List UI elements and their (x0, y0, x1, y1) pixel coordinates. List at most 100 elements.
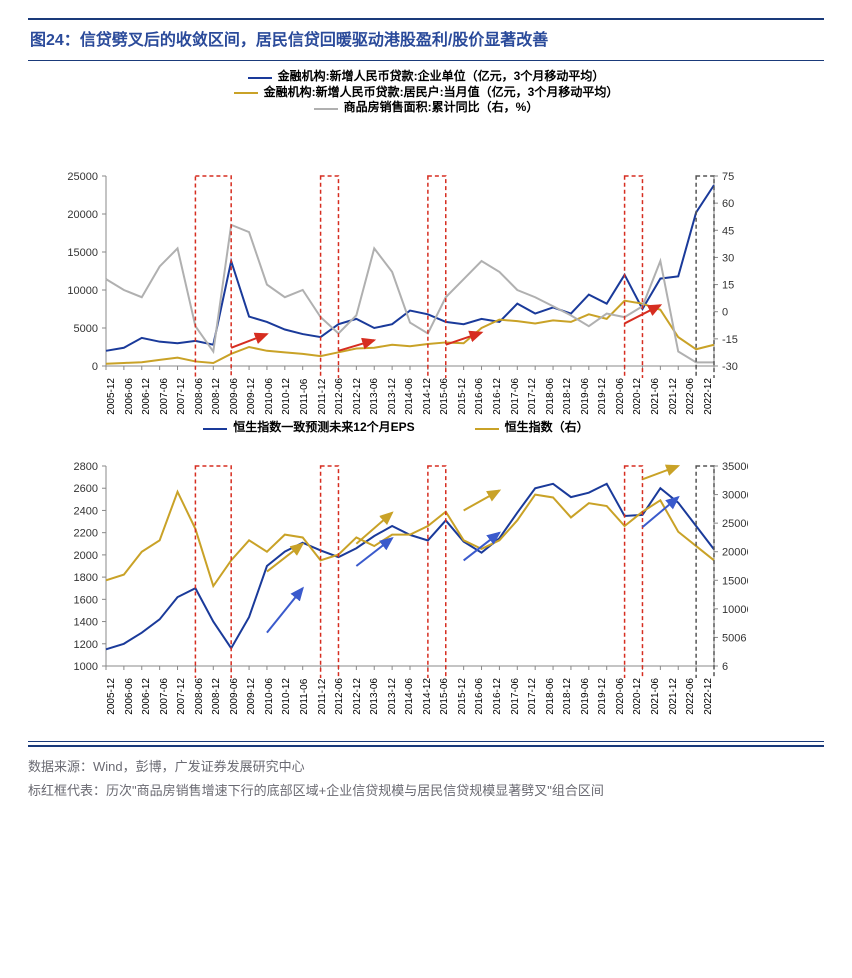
x-tick-label: 2012-12 (352, 378, 363, 415)
x-tick-label: 2014-06 (404, 678, 415, 715)
svg-text:-15: -15 (722, 334, 738, 346)
x-tick-label: 2009-12 (246, 378, 257, 415)
svg-text:25006: 25006 (722, 518, 748, 530)
legend-swatch (203, 420, 227, 436)
x-tick-label: 2018-06 (545, 378, 556, 415)
x-tick-label: 2022-06 (685, 378, 696, 415)
x-tick-label: 2017-06 (510, 378, 521, 415)
x-tick-label: 2018-12 (562, 378, 573, 415)
legend-label: 恒生指数（右） (505, 420, 589, 436)
x-tick-label: 2021-06 (650, 378, 661, 415)
svg-text:0: 0 (722, 306, 728, 318)
chart-title: 图24：信贷劈叉后的收敛区间，居民信贷回暖驱动港股盈利/股价显著改善 (28, 20, 824, 60)
legend-item: 恒生指数一致预测未来12个月EPS (203, 420, 414, 436)
x-tick-label: 2016-12 (492, 378, 503, 415)
x-tick-label: 2010-12 (281, 678, 292, 715)
source-label: 数据来源： (28, 759, 93, 774)
x-tick-label: 2005-12 (106, 378, 117, 415)
title-prefix: 图24： (30, 32, 80, 49)
svg-text:10006: 10006 (722, 604, 748, 616)
svg-text:2600: 2600 (74, 483, 98, 495)
bottom-chart-legend: 恒生指数一致预测未来12个月EPS 恒生指数（右） (28, 420, 824, 436)
legend-label: 金融机构:新增人民币贷款:居民户:当月值（亿元，3个月移动平均） (264, 85, 619, 101)
x-tick-label: 2014-12 (422, 378, 433, 415)
svg-text:5000: 5000 (74, 323, 98, 335)
top-chart-xaxis: 2005-122006-062006-122007-062007-122008-… (106, 378, 714, 415)
x-tick-label: 2010-12 (281, 378, 292, 415)
x-tick-label: 2022-12 (703, 378, 714, 415)
x-tick-label: 2006-06 (124, 678, 135, 715)
x-tick-label: 2021-12 (668, 378, 679, 415)
x-tick-label: 2012-12 (352, 678, 363, 715)
x-tick-label: 2008-06 (194, 678, 205, 715)
x-tick-label: 2007-06 (159, 378, 170, 415)
x-tick-label: 2016-12 (492, 678, 503, 715)
svg-text:25000: 25000 (67, 171, 98, 183)
svg-text:35006: 35006 (722, 461, 748, 473)
note-text: 历次"商品房销售增速下行的底部区域+企业信贷规模与居民信贷规模显著劈叉"组合区间 (106, 783, 604, 798)
x-tick-label: 2008-06 (194, 378, 205, 415)
x-tick-label: 2017-06 (510, 678, 521, 715)
svg-text:45: 45 (722, 225, 734, 237)
x-tick-label: 2016-06 (474, 378, 485, 415)
legend-item: 金融机构:新增人民币贷款:企业单位（亿元，3个月移动平均） (248, 69, 605, 85)
svg-text:0: 0 (92, 361, 98, 373)
x-tick-label: 2011-12 (317, 378, 328, 415)
x-tick-label: 2015-06 (439, 378, 450, 415)
svg-text:10000: 10000 (67, 285, 98, 297)
x-tick-label: 2013-06 (369, 678, 380, 715)
x-tick-label: 2008-12 (211, 678, 222, 715)
title-text: 信贷劈叉后的收敛区间，居民信贷回暖驱动港股盈利/股价显著改善 (80, 32, 548, 49)
svg-text:-30: -30 (722, 361, 738, 373)
legend-label: 商品房销售面积:累计同比（右，%） (344, 100, 539, 116)
x-tick-label: 2010-06 (264, 678, 275, 715)
x-tick-label: 2018-12 (562, 678, 573, 715)
svg-text:20006: 20006 (722, 547, 748, 559)
x-tick-label: 2013-12 (387, 378, 398, 415)
legend-label: 金融机构:新增人民币贷款:企业单位（亿元，3个月移动平均） (278, 69, 605, 85)
x-tick-label: 2010-06 (264, 378, 275, 415)
legend-swatch (234, 85, 258, 101)
x-tick-label: 2014-06 (404, 378, 415, 415)
footer-notes: 数据来源：Wind，彭博，广发证券发展研究中心 标红框代表：历次"商品房销售增速… (28, 747, 824, 804)
legend-swatch (314, 100, 338, 116)
x-tick-label: 2006-12 (141, 378, 152, 415)
svg-text:60: 60 (722, 198, 734, 210)
x-tick-label: 2008-12 (211, 378, 222, 415)
x-tick-label: 2020-06 (615, 678, 626, 715)
x-tick-label: 2006-06 (124, 378, 135, 415)
bottom-chart-xaxis: 2005-122006-062006-122007-062007-122008-… (106, 678, 714, 715)
x-tick-label: 2007-06 (159, 678, 170, 715)
x-tick-label: 2017-12 (527, 678, 538, 715)
x-tick-label: 2021-06 (650, 678, 661, 715)
x-tick-label: 2011-06 (299, 678, 310, 715)
legend-item: 金融机构:新增人民币贷款:居民户:当月值（亿元，3个月移动平均） (234, 85, 619, 101)
x-tick-label: 2009-12 (246, 678, 257, 715)
x-tick-label: 2009-06 (229, 678, 240, 715)
x-tick-label: 2019-06 (580, 678, 591, 715)
svg-text:30006: 30006 (722, 490, 748, 502)
svg-text:1200: 1200 (74, 639, 98, 651)
legend-swatch (248, 69, 272, 85)
x-tick-label: 2015-06 (439, 678, 450, 715)
bottom-chart: 恒生指数一致预测未来12个月EPS 恒生指数（右） 1000 1200 1400 16… (28, 420, 824, 714)
svg-text:5006: 5006 (722, 633, 746, 645)
x-tick-label: 2017-12 (527, 378, 538, 415)
svg-text:15000: 15000 (67, 247, 98, 259)
top-chart-legend: 金融机构:新增人民币贷款:企业单位（亿元，3个月移动平均） 金融机构:新增人民币… (28, 69, 824, 116)
svg-text:1400: 1400 (74, 617, 98, 629)
source-text: Wind，彭博，广发证券发展研究中心 (93, 759, 305, 774)
x-tick-label: 2005-12 (106, 678, 117, 715)
svg-text:6: 6 (722, 661, 728, 673)
note-label: 标红框代表： (28, 783, 106, 798)
x-tick-label: 2012-06 (334, 678, 345, 715)
svg-text:1600: 1600 (74, 594, 98, 606)
svg-text:1000: 1000 (74, 661, 98, 673)
x-tick-label: 2011-12 (317, 678, 328, 715)
legend-item: 恒生指数（右） (475, 420, 589, 436)
x-tick-label: 2013-12 (387, 678, 398, 715)
svg-text:75: 75 (722, 171, 734, 183)
x-tick-label: 2016-06 (474, 678, 485, 715)
svg-text:1800: 1800 (74, 572, 98, 584)
x-tick-label: 2015-12 (457, 678, 468, 715)
